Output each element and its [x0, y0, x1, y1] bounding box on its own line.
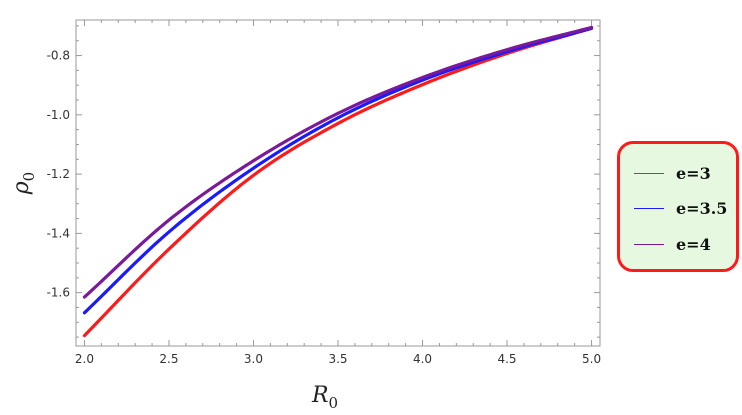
x-tick-label: 2.0 — [75, 352, 94, 366]
legend-label-e3-5: e=3.5 — [676, 198, 728, 218]
legend-item-e3: e=3 — [634, 163, 711, 183]
y-tick-label: -1.0 — [47, 108, 70, 122]
series-line-1 — [82, 26, 594, 338]
axis-ticks: 2.0 2.5 3.0 3.5 4.0 4.5 5.0 -1.6 -1.4 -1.2 -1.0 -0.… — [47, 20, 601, 366]
legend-item-e4: e=4 — [634, 234, 711, 254]
legend-item-e3-5: e=3.5 — [634, 198, 727, 218]
x-tick-label: 3.0 — [244, 352, 263, 366]
y-tick-label: -0.8 — [47, 49, 70, 63]
legend-swatch-e3 — [634, 172, 664, 174]
x-tick-label: 4.0 — [413, 352, 432, 366]
x-tick-label: 3.5 — [328, 352, 347, 366]
legend: e=3 e=3.5 e=4 — [617, 141, 739, 272]
y-tick-label: -1.4 — [47, 226, 70, 240]
x-axis-label: R0 — [311, 383, 338, 412]
plot-frame — [75, 19, 601, 347]
series-line-2 — [82, 26, 594, 315]
y-tick-label: -1.2 — [47, 167, 70, 181]
series-line-3 — [82, 25, 594, 299]
x-tick-label: 4.5 — [497, 352, 516, 366]
legend-swatch-e4 — [634, 243, 664, 245]
x-tick-label: 2.5 — [159, 352, 178, 366]
legend-swatch-e3-5 — [634, 207, 664, 209]
legend-label-e4: e=4 — [676, 234, 711, 254]
y-axis-label: ρ0 — [9, 172, 38, 195]
series-lines — [82, 25, 594, 338]
legend-label-e3: e=3 — [676, 163, 711, 183]
x-tick-label: 5.0 — [582, 352, 601, 366]
y-tick-label: -1.6 — [47, 286, 70, 300]
